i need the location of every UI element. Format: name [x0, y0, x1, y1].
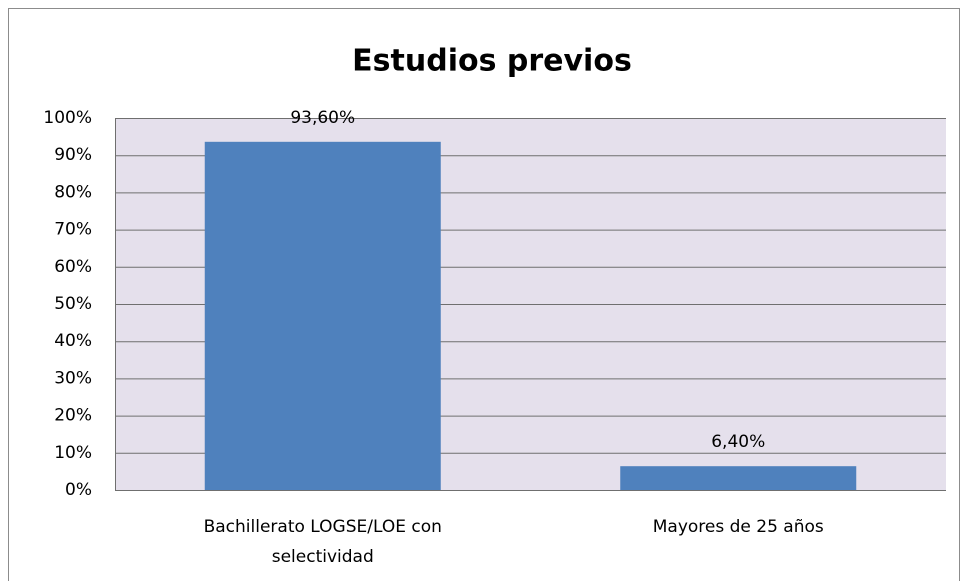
- y-tick-label: 30%: [54, 368, 92, 388]
- x-tick-label: Mayores de 25 años: [653, 517, 824, 537]
- y-tick-label: 100%: [43, 108, 92, 128]
- bar: [204, 141, 441, 491]
- chart-title: Estudios previos: [352, 44, 632, 79]
- y-tick-label: 90%: [54, 145, 92, 165]
- y-tick-label: 40%: [54, 331, 92, 351]
- bar: [620, 466, 857, 490]
- y-tick-label: 20%: [54, 406, 92, 426]
- y-tick-label: 0%: [65, 480, 92, 500]
- y-tick-label: 70%: [54, 220, 92, 240]
- y-tick-label: 60%: [54, 257, 92, 277]
- x-tick-label: Bachillerato LOGSE/LOE con selectividad: [204, 517, 442, 567]
- y-tick-label: 80%: [54, 182, 92, 202]
- y-tick-label: 50%: [54, 294, 92, 314]
- data-label: 93,60%: [290, 108, 355, 128]
- data-label: 6,40%: [711, 432, 765, 452]
- y-tick-label: 10%: [54, 443, 92, 463]
